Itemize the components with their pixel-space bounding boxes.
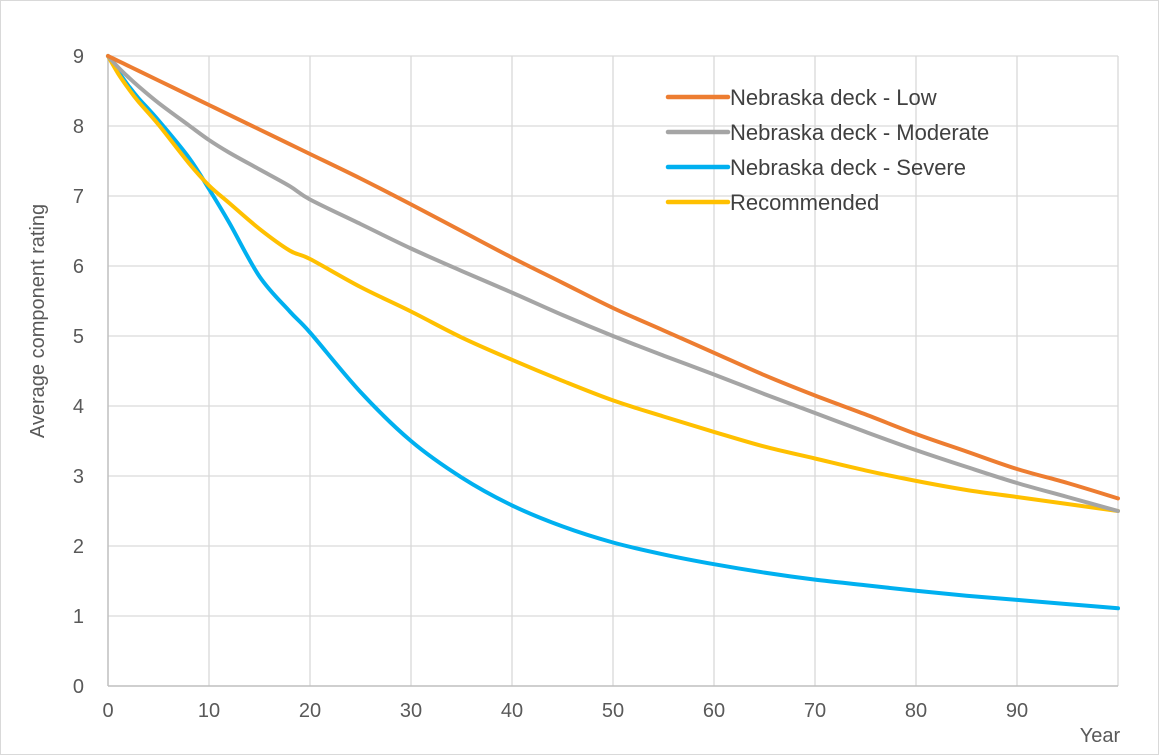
series-line-nebraska-deck-low xyxy=(106,54,1120,501)
series-line-nebraska-deck-moderate xyxy=(106,54,1120,513)
series-line-recommended xyxy=(106,54,1120,513)
x-axis-title: Year xyxy=(1080,725,1121,747)
y-tick-label: 8 xyxy=(73,116,84,138)
y-tick-label: 7 xyxy=(73,186,84,208)
legend-label: Recommended xyxy=(730,190,879,215)
legend-item-nebraska-deck-low: Nebraska deck - Low xyxy=(665,85,937,110)
x-tick-label: 30 xyxy=(400,700,422,722)
series-line-nebraska-deck-severe xyxy=(106,54,1120,611)
y-tick-label: 6 xyxy=(73,256,84,278)
x-tick-label: 0 xyxy=(102,700,113,722)
axes xyxy=(107,56,1118,687)
legend-item-nebraska-deck-moderate: Nebraska deck - Moderate xyxy=(665,120,989,145)
legend: Nebraska deck - Low Nebraska deck - Moder… xyxy=(665,85,989,215)
y-tick-label: 0 xyxy=(73,676,84,698)
x-tick-label: 40 xyxy=(501,700,523,722)
y-axis-title: Average component rating xyxy=(27,204,49,438)
y-tick-label: 9 xyxy=(73,46,84,68)
x-tick-label: 60 xyxy=(703,700,725,722)
y-tick-label: 3 xyxy=(73,466,84,488)
y-tick-label: 1 xyxy=(73,606,84,628)
legend-item-recommended: Recommended xyxy=(665,190,879,215)
y-tick-label: 5 xyxy=(73,326,84,348)
x-tick-label: 70 xyxy=(804,700,826,722)
series-lines xyxy=(106,54,1120,611)
tick-labels: 0 10 20 30 40 50 60 70 80 90 0 1 2 3 4 5 6 7 8 9 xyxy=(73,46,1028,722)
x-tick-label: 90 xyxy=(1006,700,1028,722)
legend-label: Nebraska deck - Moderate xyxy=(730,120,989,145)
legend-label: Nebraska deck - Low xyxy=(730,85,937,110)
x-tick-label: 10 xyxy=(198,700,220,722)
x-tick-label: 80 xyxy=(905,700,927,722)
gridlines xyxy=(108,55,1119,686)
y-tick-label: 4 xyxy=(73,396,84,418)
y-tick-label: 2 xyxy=(73,536,84,558)
legend-item-nebraska-deck-severe: Nebraska deck - Severe xyxy=(665,155,966,180)
legend-label: Nebraska deck - Severe xyxy=(730,155,966,180)
x-tick-label: 50 xyxy=(602,700,624,722)
x-tick-label: 20 xyxy=(299,700,321,722)
